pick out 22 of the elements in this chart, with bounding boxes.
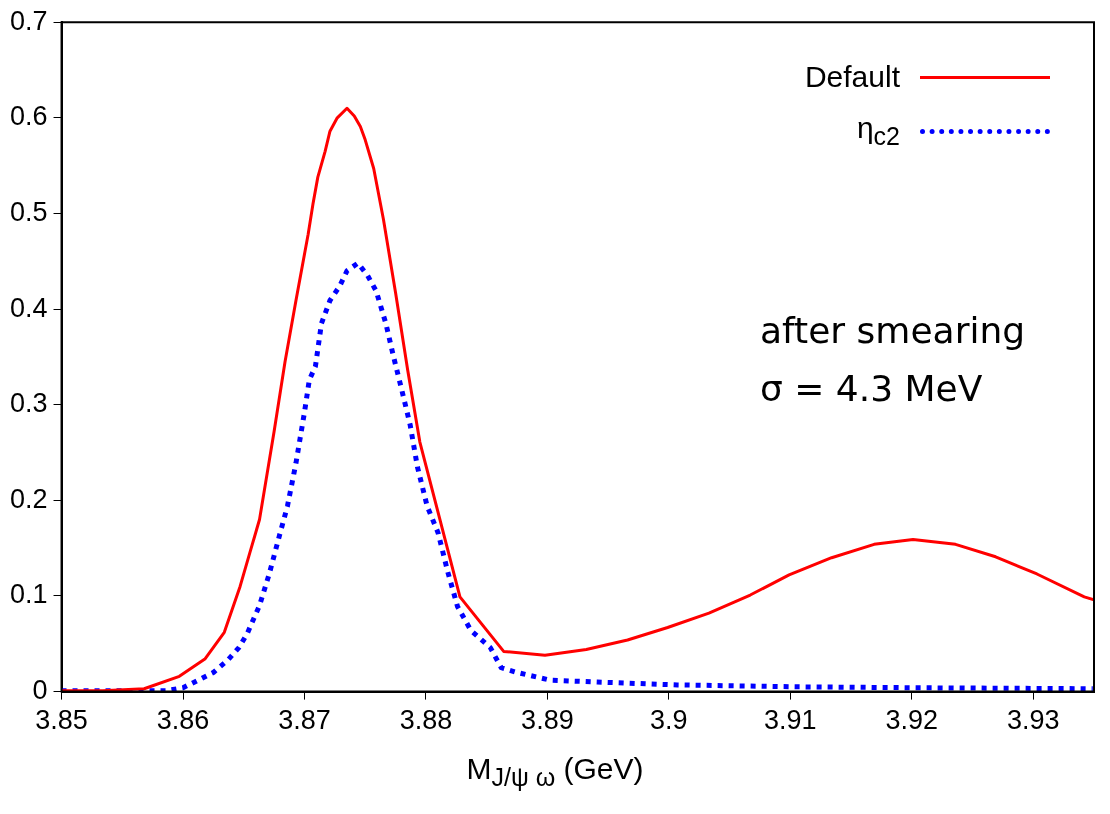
x-tick-label: 3.88: [399, 705, 453, 736]
x-tick-label: 3.92: [885, 705, 939, 736]
x-tick-label: 3.85: [35, 705, 88, 736]
x-tick-label: 3.9: [650, 705, 688, 736]
x-tick-label: 3.93: [1006, 705, 1060, 736]
x-tick-label: 3.87: [278, 705, 331, 736]
legend-label: η$_{c2}$: [856, 111, 900, 151]
annotation: σ = 4.3 MeV: [760, 368, 983, 409]
y-tick-label: 0.3: [9, 388, 48, 419]
x-tick-label: 3.91: [764, 705, 817, 736]
y-tick-label: 0.4: [9, 292, 48, 323]
x-axis-title: M$_{J/ψ ω}$ (GeV): [465, 752, 645, 792]
y-tick-label: 0.7: [9, 5, 48, 36]
x-tick-label: 3.89: [521, 705, 574, 736]
y-tick-label: 0.6: [9, 101, 48, 132]
y-tick-label: 0: [32, 675, 48, 706]
annotation: after smearing: [760, 310, 1026, 351]
y-tick-label: 0.5: [9, 196, 48, 227]
y-tick-label: 0.1: [9, 579, 48, 610]
y-tick-label: 0.2: [9, 483, 48, 514]
legend-label: Default: [804, 60, 900, 94]
x-tick-label: 3.86: [156, 705, 210, 736]
